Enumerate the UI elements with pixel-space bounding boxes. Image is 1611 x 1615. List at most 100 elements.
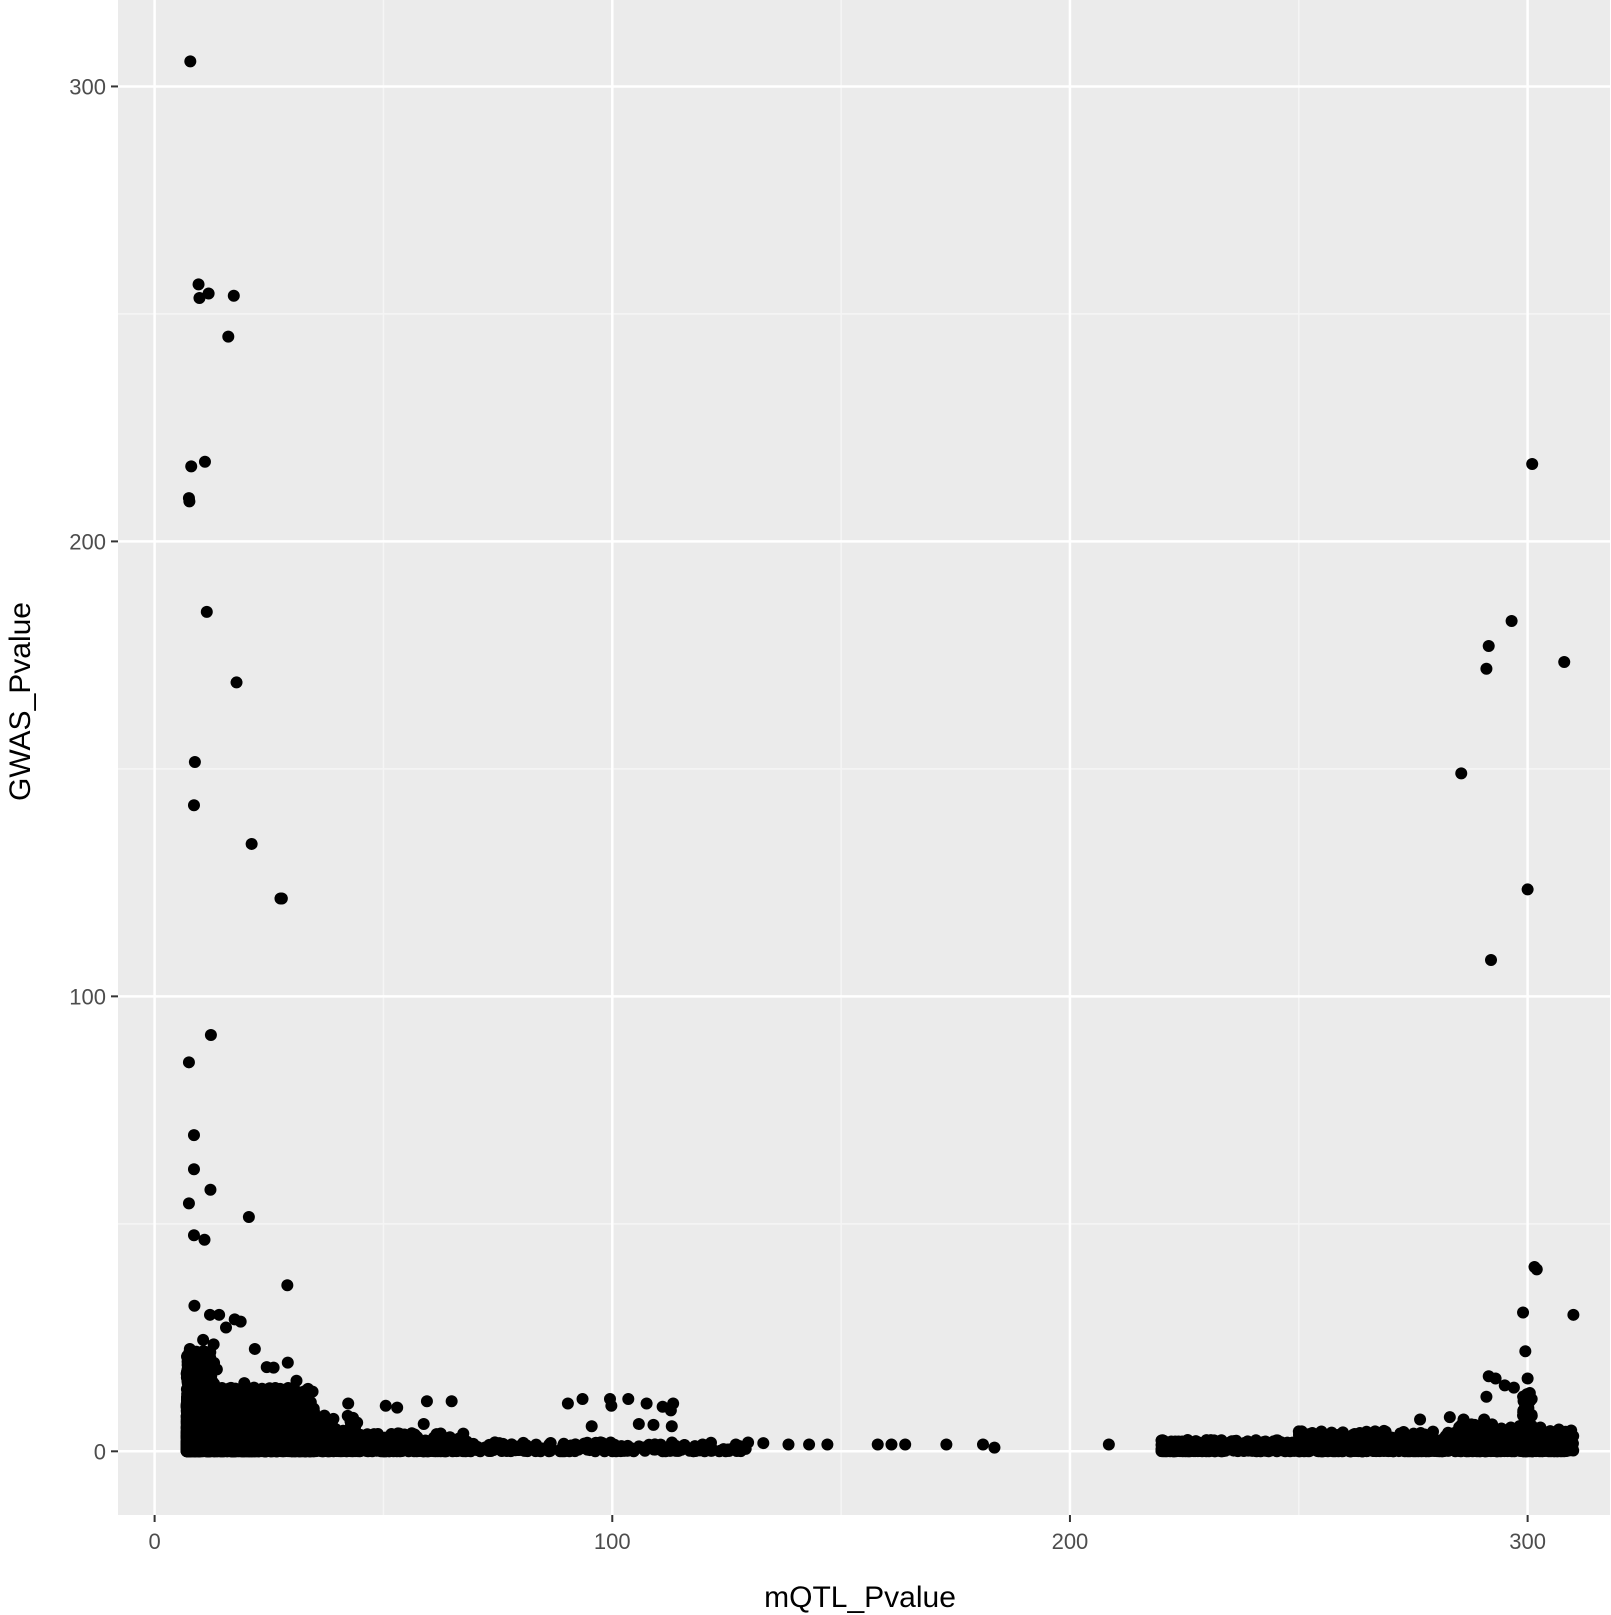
data-point [604, 1436, 617, 1449]
data-point [665, 1420, 678, 1433]
data-point [197, 1333, 210, 1346]
data-point [208, 1356, 221, 1369]
data-point [632, 1418, 645, 1431]
data-point [1370, 1445, 1383, 1458]
data-point [639, 1443, 652, 1456]
data-point [183, 495, 196, 508]
data-point [647, 1418, 660, 1431]
data-point [391, 1401, 404, 1414]
data-point [640, 1397, 653, 1410]
data-point [182, 1197, 195, 1210]
data-point [437, 1443, 450, 1456]
grid-minor [118, 0, 1610, 1515]
data-point [1521, 883, 1534, 896]
data-point [622, 1392, 635, 1405]
data-point [669, 1441, 682, 1454]
data-point [1480, 662, 1493, 675]
data-point [1418, 1428, 1431, 1441]
data-point [233, 1415, 246, 1428]
data-point [192, 278, 205, 291]
data-point [405, 1427, 418, 1440]
data-point [223, 1411, 236, 1424]
data-point [188, 756, 201, 769]
data-point [1336, 1426, 1349, 1439]
data-point [267, 1437, 280, 1450]
data-point [565, 1439, 578, 1452]
data-point [298, 1398, 311, 1411]
data-point [196, 1366, 209, 1379]
data-point [185, 1353, 198, 1366]
data-point [182, 1376, 195, 1389]
data-point [485, 1440, 498, 1453]
data-point [450, 1440, 463, 1453]
data-point [213, 1308, 226, 1321]
data-point [351, 1443, 364, 1456]
data-point [277, 1409, 290, 1422]
data-point [1505, 615, 1518, 628]
data-point [257, 1443, 270, 1456]
data-point [1507, 1381, 1520, 1394]
data-point [293, 1417, 306, 1430]
dense-point-clusters [180, 1345, 1580, 1458]
data-point [625, 1442, 638, 1455]
data-point [589, 1436, 602, 1449]
data-point [280, 1394, 293, 1407]
data-point [390, 1445, 403, 1458]
data-point [237, 1395, 250, 1408]
data-point [185, 1388, 198, 1401]
data-point [281, 1279, 294, 1292]
data-point [222, 330, 235, 343]
data-point [242, 1211, 255, 1224]
data-point [445, 1395, 458, 1408]
data-point [1526, 458, 1539, 471]
data-point [1485, 953, 1498, 966]
data-point [976, 1438, 989, 1451]
data-point [1229, 1441, 1242, 1454]
data-point [234, 1315, 247, 1328]
data-point [1443, 1411, 1456, 1424]
data-point [202, 1390, 215, 1403]
data-point [1517, 1306, 1530, 1319]
data-point [337, 1440, 350, 1453]
data-point [1298, 1445, 1311, 1458]
data-point [1455, 767, 1468, 780]
data-point [379, 1399, 392, 1412]
data-point [248, 1342, 261, 1355]
data-point [321, 1445, 334, 1458]
data-point [370, 1443, 383, 1456]
data-point [430, 1428, 443, 1441]
data-point [203, 1440, 216, 1453]
data-point [1398, 1431, 1411, 1444]
data-point [198, 455, 211, 468]
data-point [535, 1443, 548, 1456]
data-point [187, 799, 200, 812]
data-point [203, 1377, 216, 1390]
data-point [1356, 1440, 1369, 1453]
data-point [1155, 1445, 1168, 1458]
data-point [202, 287, 215, 300]
data-point [236, 1385, 249, 1398]
data-point [605, 1399, 618, 1412]
data-point [821, 1438, 834, 1451]
data-point [230, 676, 243, 689]
data-point [683, 1444, 696, 1457]
data-point [695, 1439, 708, 1452]
data-point [1369, 1432, 1382, 1445]
data-point [188, 1299, 201, 1312]
data-point [1414, 1413, 1427, 1426]
data-point [713, 1444, 726, 1457]
data-point [182, 1365, 195, 1378]
data-point [506, 1442, 519, 1455]
data-point [871, 1438, 884, 1451]
data-point [391, 1436, 404, 1449]
data-point [224, 1393, 237, 1406]
data-point [420, 1395, 433, 1408]
data-point [316, 1412, 329, 1425]
data-point [245, 837, 258, 850]
data-point [473, 1444, 486, 1457]
data-point [380, 1444, 393, 1457]
data-point [192, 1440, 205, 1453]
data-point [193, 291, 206, 304]
data-point [940, 1438, 953, 1451]
